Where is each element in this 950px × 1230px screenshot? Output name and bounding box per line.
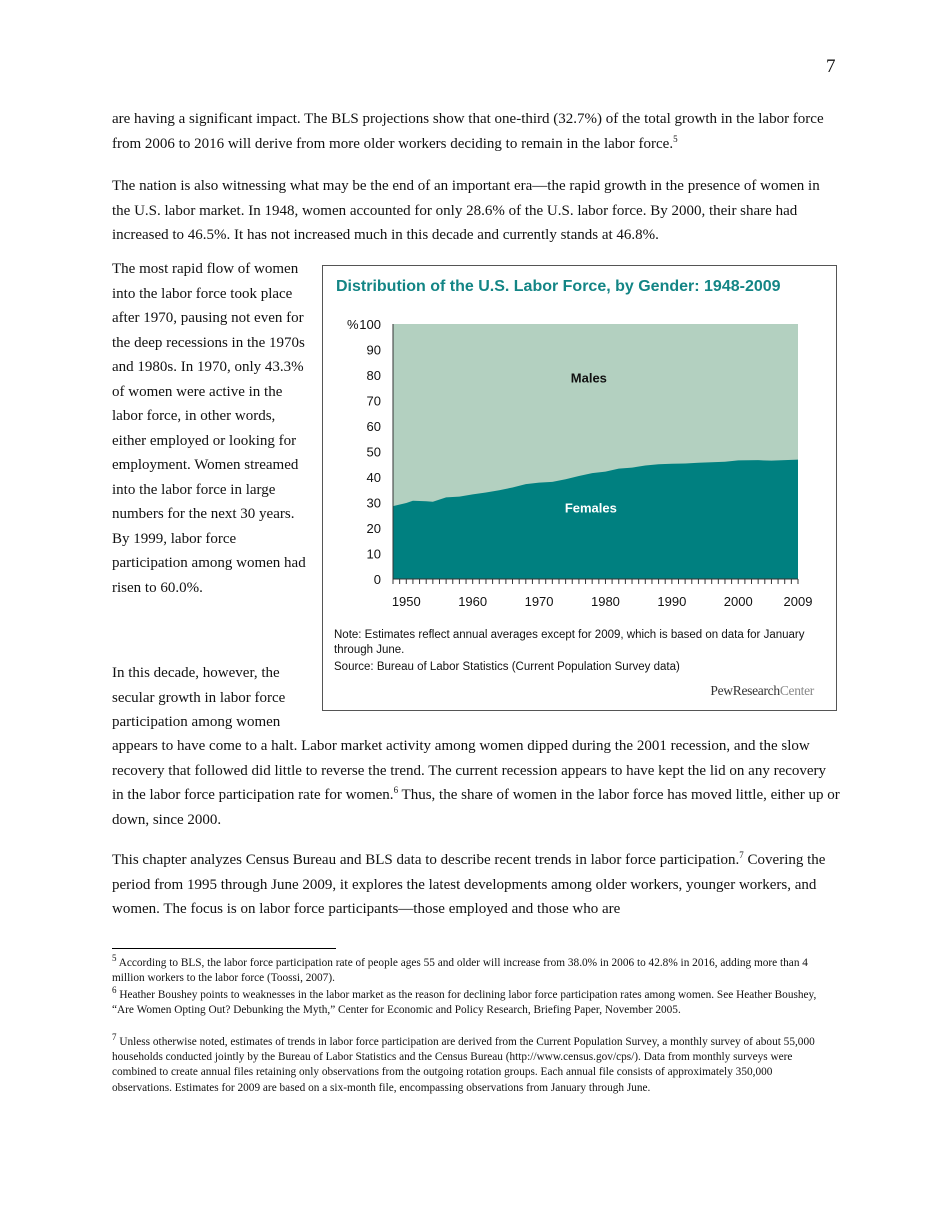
area-chart: 0 10 20 30 40 50 60 70 80 90 100% 1950 1960 1970 1980 1… [347,317,813,609]
footnote-5: 5 According to BLS, the labor force part… [112,953,834,986]
y-tick-label: 60 [367,419,381,434]
series-label-females: Females [565,501,617,516]
paragraph-text: Thus, the share of women in the labor fo… [112,787,840,828]
y-tick-label: 40 [367,470,381,485]
pew-logo: PewResearchCenter [710,683,814,699]
logo-text: PewResearch [710,683,780,698]
x-tick-label: 1970 [525,594,554,609]
area-females [393,459,798,579]
y-tick-label: 90 [367,343,381,358]
logo-text: Center [779,683,814,698]
footnote-ref: 6 [393,785,399,795]
chart-source: Source: Bureau of Labor Statistics (Curr… [334,661,680,673]
sidebar-paragraph-this-decade: In this decade, however, the secular gro… [112,665,286,730]
paragraph-chapter-overview: This chapter analyzes Census Bureau and … [112,848,840,922]
footnote-text: Unless otherwise noted, estimates of tre… [112,1036,815,1094]
paragraph-text: Covering the period from 1995 through Ju… [112,852,826,917]
footnote-7: 7 Unless otherwise noted, estimates of t… [112,1032,834,1096]
paragraph-text: appears to have come to a halt. Labor ma… [112,738,827,803]
x-tick-label: 1960 [458,594,487,609]
footnote-ref: 7 [739,850,744,860]
x-tick-label: 2009 [784,594,813,609]
paragraph-text: are having a significant impact. The BLS… [112,111,824,152]
y-tick-label: 80 [367,368,381,383]
x-tick-label: 1950 [392,594,421,609]
page-number: 7 [826,56,836,77]
paragraph-women-era: The nation is also witnessing what may b… [112,178,820,243]
y-tick-label: 70 [367,394,381,409]
x-tick-label: 2000 [724,594,753,609]
paragraph-text: This chapter analyzes Census Bureau and … [112,852,740,868]
series-label-males: Males [571,371,607,386]
chart-figure: Distribution of the U.S. Labor Force, by… [322,265,837,711]
footnote-number: 7 [112,1032,117,1043]
y-tick-label: 10 [367,547,381,562]
footnote-number: 5 [112,953,117,964]
y-tick-label: 20 [367,521,381,536]
sidebar-paragraph-rapid-flow: The most rapid flow of women into the la… [112,261,306,596]
y-axis-unit: % [347,317,359,332]
footnote-text: According to BLS, the labor force partic… [112,957,808,985]
chart-title: Distribution of the U.S. Labor Force, by… [336,278,781,295]
footnote-number: 6 [112,985,117,996]
footnote-ref: 5 [673,133,678,144]
y-tick-label: 0 [374,572,381,587]
footnote-text: Heather Boushey points to weaknesses in … [112,989,817,1017]
chart-note: Note: Estimates reflect annual averages … [334,629,805,656]
x-tick-label: 1990 [657,594,686,609]
x-tick-label: 1980 [591,594,620,609]
paragraph-halt: appears to have come to a halt. Labor ma… [112,734,840,832]
y-tick-label: 30 [367,496,381,511]
footnote-6: 6 Heather Boushey points to weaknesses i… [112,985,834,1018]
paragraph-older-workers: are having a significant impact. The BLS… [112,107,840,156]
footnote-divider [112,948,336,949]
y-tick-label: 50 [367,445,381,460]
y-tick-label: 100 [359,317,381,332]
